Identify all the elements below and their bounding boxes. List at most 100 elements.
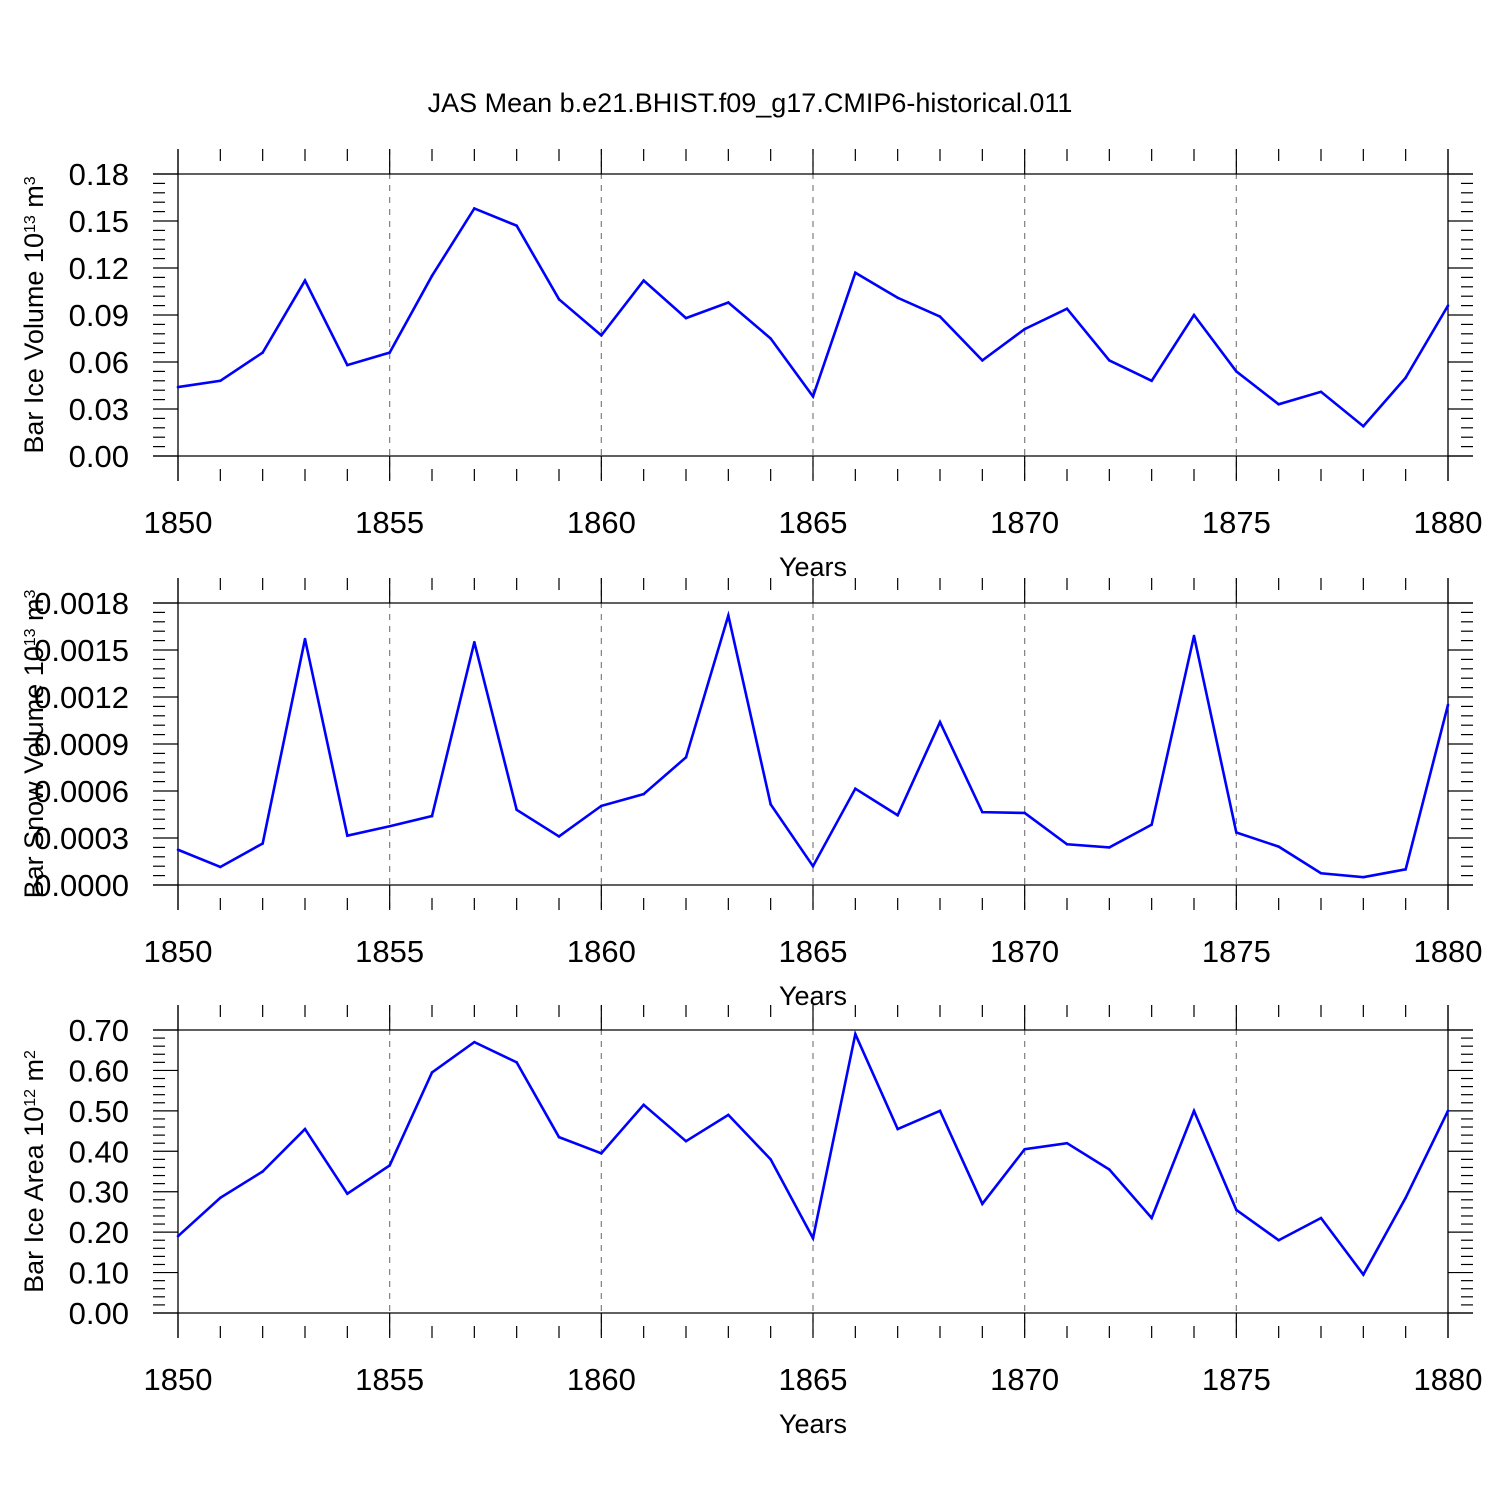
data-point (1023, 327, 1026, 331)
data-point (1319, 390, 1323, 394)
data-point (1108, 1168, 1111, 1171)
data-point (261, 1170, 264, 1173)
y-axis-label: Bar Ice Area 1012 m2 (19, 1050, 49, 1293)
data-point (473, 207, 476, 210)
data-point (1192, 313, 1196, 317)
data-point (684, 316, 688, 320)
data-point (473, 1040, 476, 1044)
y-axis-label-superscript: 3 (22, 589, 39, 598)
data-point (1404, 1196, 1407, 1200)
y-axis-label: Bar Snow Volume 1013 m3 (19, 589, 49, 898)
chart-panel-1: 0.00 0.03 0.06 0.09 0.12 0.15 0.18 1850 1855 1860… (19, 149, 1482, 582)
data-point (303, 637, 307, 641)
data-point (430, 814, 434, 818)
x-tick-label: 1855 (355, 505, 424, 540)
y-tick-label: 0.00 (69, 1296, 129, 1331)
x-tick-label: 1855 (355, 1362, 424, 1397)
data-point (219, 1196, 222, 1200)
data-point (176, 1234, 180, 1238)
y-tick-label: 0.30 (69, 1175, 129, 1210)
data-point (557, 835, 561, 838)
data-point (1404, 868, 1407, 871)
data-point (727, 1113, 730, 1117)
data-point (642, 792, 645, 796)
data-point (938, 315, 942, 318)
data-point (1446, 304, 1450, 307)
x-tick-label: 1865 (779, 1362, 848, 1397)
data-point (1108, 846, 1111, 849)
y-axis-label: Bar Ice Volume 1013 m3 (19, 176, 49, 453)
data-point (473, 640, 476, 644)
chart-panel-2: 0.0000 0.0003 0.0006 0.0009 0.0012 0.0015 0.00… (19, 578, 1482, 1011)
y-tick-label: 0.20 (69, 1215, 129, 1250)
data-point (769, 337, 772, 340)
data-point (1404, 376, 1407, 379)
data-point (854, 271, 857, 275)
panels: 0.00 0.03 0.06 0.09 0.12 0.15 0.18 1850 1855 1860… (19, 149, 1482, 1439)
y-tick-label: 0.50 (69, 1094, 129, 1129)
data-point (684, 1139, 688, 1143)
y-axis-label-text: m (19, 185, 49, 215)
data-point (1023, 1147, 1026, 1151)
data-point (557, 298, 561, 301)
data-point (388, 1164, 391, 1167)
x-axis-label: Years (779, 552, 847, 582)
data-point (1108, 359, 1111, 362)
data-point (811, 864, 815, 868)
data-point (1362, 875, 1365, 879)
data-point (1065, 307, 1069, 311)
data-point (1277, 1238, 1280, 1242)
y-tick-label: 0.0012 (34, 680, 129, 715)
y-axis-label-superscript: 13 (22, 215, 39, 233)
data-point (1150, 1216, 1153, 1220)
data-point (515, 808, 518, 812)
data-point (1235, 370, 1238, 373)
data-point (1362, 424, 1365, 428)
data-point (346, 363, 349, 367)
y-tick-label: 0.0006 (34, 774, 129, 809)
y-tick-label: 0.70 (69, 1013, 129, 1048)
data-point (600, 334, 603, 337)
data-point (600, 1152, 603, 1155)
y-axis-label-superscript: 13 (22, 628, 39, 646)
x-tick-label: 1850 (144, 934, 213, 969)
data-point (515, 1061, 518, 1064)
data-point (430, 274, 434, 278)
y-axis-label-superscript: 2 (22, 1050, 39, 1059)
data-point (219, 865, 222, 869)
x-tick-label: 1865 (779, 934, 848, 969)
data-point (1150, 379, 1153, 383)
data-point (1192, 1109, 1196, 1113)
y-axis-label-text: Bar Ice Area 10 (19, 1107, 49, 1293)
x-tick-label: 1865 (779, 505, 848, 540)
data-point (981, 359, 984, 362)
data-point (642, 279, 645, 282)
data-point (769, 803, 772, 806)
x-tick-label: 1860 (567, 934, 636, 969)
x-tick-label: 1860 (567, 505, 636, 540)
data-point (303, 279, 307, 282)
data-point (176, 385, 180, 389)
data-point (1277, 845, 1280, 848)
y-tick-label: 0.12 (69, 251, 129, 286)
data-point (1362, 1273, 1365, 1276)
x-tick-label: 1880 (1414, 934, 1483, 969)
data-point (854, 787, 857, 790)
data-point (727, 614, 730, 617)
data-point (557, 1135, 561, 1139)
data-point (261, 842, 264, 845)
data-point (727, 301, 730, 304)
y-tick-label: 0.10 (69, 1256, 129, 1291)
x-tick-label: 1855 (355, 934, 424, 969)
x-axis-label: Years (779, 1409, 847, 1439)
data-point (346, 1192, 349, 1196)
data-point (1065, 842, 1069, 846)
data-point (811, 395, 815, 398)
data-point (346, 834, 349, 837)
data-point (1023, 811, 1026, 815)
x-tick-label: 1875 (1202, 1362, 1271, 1397)
data-point (981, 1202, 984, 1206)
x-tick-label: 1870 (990, 934, 1059, 969)
data-point (176, 848, 180, 852)
x-tick-label: 1875 (1202, 505, 1271, 540)
